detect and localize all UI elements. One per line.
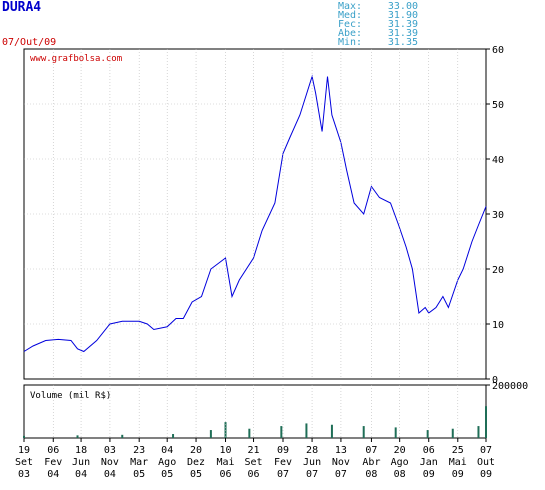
x-tick-label: Mar (130, 457, 148, 468)
x-tick-label: Nov (332, 457, 350, 468)
price-ytick-label: 0 (492, 375, 498, 386)
x-tick-label: 04 (47, 469, 59, 480)
quote-date: 07/Out/09 (2, 37, 57, 48)
volume-bars (23, 406, 487, 438)
stat-max: Max: 33.00 (338, 1, 418, 12)
stats-panel: Max: 33.00 Med: 31.90 Fec: 31.39 Abe: 31.39 … (338, 1, 418, 48)
x-tick-label: 07 (335, 469, 347, 480)
x-tick-label: 07 (365, 445, 377, 456)
price-yticks: 0 10 20 30 40 50 60 (486, 45, 504, 386)
x-tick-label: 09 (277, 445, 289, 456)
x-tick-label: Set (15, 457, 33, 468)
volume-ytick-label: 200000 (492, 381, 528, 392)
price-ytick-label: 30 (492, 210, 504, 221)
x-tick-label: Abr (362, 457, 380, 468)
x-tick-label: 06 (248, 469, 260, 480)
x-tick-label: 20 (190, 445, 202, 456)
price-grid (24, 103, 486, 325)
x-ticks: 19Set0306Fev0418Jun0403Nov0423Mar0504Ago… (15, 438, 495, 480)
watermark: www.grafbolsa.com (30, 54, 122, 64)
x-tick-label: Ago (391, 457, 409, 468)
x-tick-label: Jan (420, 457, 438, 468)
stat-min: Min: 31.35 (338, 37, 418, 48)
x-tick-label: 04 (75, 469, 87, 480)
x-tick-label: Out (477, 457, 495, 468)
x-tick-label: 07 (306, 469, 318, 480)
x-tick-label: 09 (480, 469, 492, 480)
x-tick-label: 19 (18, 445, 30, 456)
price-ytick-label: 60 (492, 45, 504, 56)
x-tick-label: 06 (423, 445, 435, 456)
x-tick-label: Fev (274, 457, 292, 468)
x-tick-label: 06 (220, 469, 232, 480)
price-ytick-label: 40 (492, 155, 504, 166)
ticker-symbol: DURA4 (2, 0, 42, 15)
x-tick-label: 07 (277, 469, 289, 480)
x-tick-label: Fev (44, 457, 62, 468)
price-ytick-label: 50 (492, 100, 504, 111)
x-tick-label: 10 (220, 445, 232, 456)
x-tick-label: 03 (104, 445, 116, 456)
x-tick-label: 04 (161, 445, 173, 456)
x-tick-label: 05 (133, 469, 145, 480)
x-tick-label: Set (245, 457, 263, 468)
x-tick-label: Dez (187, 457, 205, 468)
x-tick-label: 05 (190, 469, 202, 480)
x-grid (52, 49, 459, 438)
x-tick-label: 08 (394, 469, 406, 480)
x-tick-label: Jun (303, 457, 321, 468)
price-ytick-label: 20 (492, 265, 504, 276)
x-tick-label: 28 (306, 445, 318, 456)
x-tick-label: 21 (248, 445, 260, 456)
volume-yticks: 200000 (486, 381, 528, 392)
x-tick-label: 09 (423, 469, 435, 480)
x-tick-label: Jun (72, 457, 90, 468)
x-tick-label: Ago (158, 457, 176, 468)
x-tick-label: Mai (449, 457, 467, 468)
x-tick-label: 18 (75, 445, 87, 456)
price-ytick-label: 10 (492, 320, 504, 331)
stat-fec: Fec: 31.39 (338, 19, 418, 30)
x-tick-label: Nov (101, 457, 119, 468)
x-tick-label: 06 (47, 445, 59, 456)
x-tick-label: 13 (335, 445, 347, 456)
x-tick-label: Mai (216, 457, 234, 468)
x-tick-label: 05 (161, 469, 173, 480)
x-tick-label: 25 (452, 445, 464, 456)
x-tick-label: 20 (394, 445, 406, 456)
stat-abe: Abe: 31.39 (338, 28, 418, 39)
stat-med: Med: 31.90 (338, 10, 418, 21)
price-series-line (23, 74, 487, 353)
volume-label: Volume (mil R$) (30, 391, 111, 401)
x-tick-label: 09 (452, 469, 464, 480)
x-tick-label: 07 (480, 445, 492, 456)
x-tick-label: 04 (104, 469, 116, 480)
x-tick-label: 08 (365, 469, 377, 480)
x-tick-label: 03 (18, 469, 30, 480)
x-tick-label: 23 (133, 445, 145, 456)
